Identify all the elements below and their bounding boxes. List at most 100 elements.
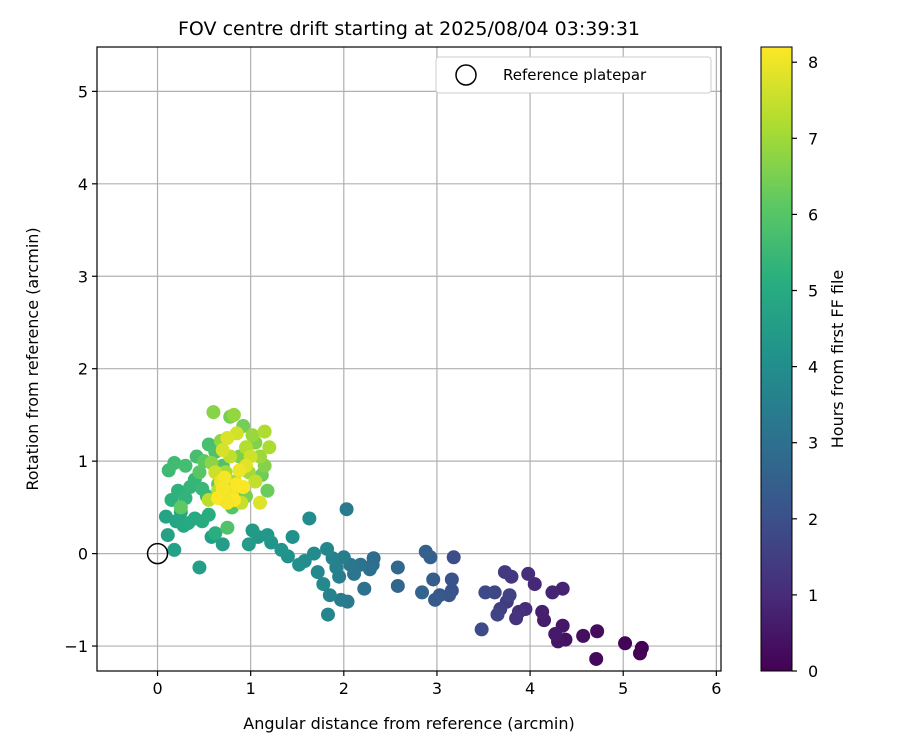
legend-marker-icon — [455, 64, 477, 86]
data-point — [220, 431, 235, 446]
data-point — [497, 565, 512, 580]
data-point — [316, 577, 331, 592]
y-tick-label: 3 — [78, 267, 88, 286]
data-point — [226, 407, 241, 422]
data-point — [160, 528, 175, 543]
y-axis-ticks: −1 0 1 2 3 4 5 — [64, 82, 97, 656]
colorbar-label: Hours from first FF file — [828, 270, 847, 449]
data-point — [192, 465, 207, 480]
x-tick-label: 0 — [152, 679, 162, 698]
y-tick-label: 5 — [78, 82, 88, 101]
x-axis-ticks: 0 1 2 3 4 5 6 — [152, 671, 721, 698]
data-points — [158, 405, 649, 666]
data-point — [292, 557, 307, 572]
data-point — [262, 440, 277, 455]
data-point — [236, 480, 251, 495]
legend: Reference platepar — [435, 56, 712, 94]
colorbar-tick-label: 5 — [808, 282, 818, 301]
data-point — [478, 585, 493, 600]
x-tick-label: 2 — [339, 679, 349, 698]
data-point — [444, 572, 459, 587]
colorbar-tick-label: 6 — [808, 205, 818, 224]
data-point — [167, 456, 182, 470]
data-point — [220, 495, 235, 510]
colorbar — [760, 46, 793, 672]
y-tick-label: 0 — [78, 545, 88, 564]
x-tick-label: 4 — [525, 679, 535, 698]
y-tick-label: 4 — [78, 175, 88, 194]
data-point — [285, 529, 300, 544]
data-point — [245, 523, 260, 538]
data-point — [576, 628, 591, 643]
data-point — [490, 607, 505, 622]
colorbar-tick-label: 7 — [808, 129, 818, 148]
data-point — [632, 646, 647, 661]
grid-lines — [97, 47, 721, 671]
data-point — [418, 544, 433, 559]
data-point — [334, 592, 349, 607]
data-point — [252, 495, 267, 510]
x-tick-label: 1 — [246, 679, 256, 698]
data-point — [248, 474, 263, 489]
legend-box — [435, 56, 712, 94]
colorbar-tick-label: 2 — [808, 510, 818, 529]
colorbar-ticks: 0 1 2 3 4 5 6 7 8 — [792, 53, 818, 681]
data-point — [548, 627, 563, 642]
data-point — [215, 443, 230, 458]
data-point — [302, 511, 317, 526]
plot-frame — [96, 46, 722, 672]
data-point — [428, 592, 443, 607]
colorbar-tick-label: 1 — [808, 586, 818, 605]
data-point — [241, 537, 256, 552]
colorbar-tick-label: 8 — [808, 53, 818, 72]
data-point — [192, 560, 207, 575]
data-point — [322, 588, 337, 603]
data-point — [245, 428, 260, 443]
data-point — [509, 611, 524, 626]
data-point — [502, 588, 517, 603]
data-point — [201, 507, 216, 522]
x-axis-label: Angular distance from reference (arcmin) — [243, 714, 574, 733]
data-point — [274, 542, 289, 557]
data-point — [217, 470, 232, 485]
data-point — [426, 572, 441, 587]
data-point — [232, 463, 247, 478]
data-point — [357, 581, 372, 596]
data-point — [521, 566, 536, 581]
chart-title: FOV centre drift starting at 2025/08/04 … — [178, 18, 640, 40]
colorbar-tick-label: 3 — [808, 434, 818, 453]
data-point — [215, 481, 230, 496]
data-point — [618, 636, 633, 651]
data-point — [320, 607, 335, 622]
data-point — [590, 624, 605, 639]
data-point — [527, 577, 542, 592]
data-point — [390, 560, 405, 575]
y-tick-label: −1 — [64, 637, 88, 656]
data-point — [589, 651, 604, 666]
colorbar-tick-label: 4 — [808, 358, 818, 377]
data-point — [167, 542, 182, 557]
data-point — [220, 520, 235, 535]
colorbar-tick-label: 0 — [808, 662, 818, 681]
data-point — [545, 585, 560, 600]
data-point — [415, 585, 430, 600]
data-point — [310, 565, 325, 580]
x-tick-label: 6 — [711, 679, 721, 698]
data-point — [320, 541, 335, 556]
data-point — [257, 424, 272, 439]
data-point — [260, 483, 275, 498]
data-point — [390, 578, 405, 593]
data-point — [339, 502, 354, 517]
y-tick-label: 2 — [78, 360, 88, 379]
data-point — [215, 537, 230, 552]
data-point — [208, 526, 223, 541]
data-point — [535, 604, 550, 619]
legend-entry-reference-platepar: Reference platepar — [503, 66, 647, 84]
data-point — [336, 550, 351, 565]
data-point — [173, 500, 188, 515]
x-tick-label: 5 — [618, 679, 628, 698]
data-point — [206, 405, 221, 420]
y-tick-label: 1 — [78, 452, 88, 471]
data-point — [474, 622, 489, 637]
